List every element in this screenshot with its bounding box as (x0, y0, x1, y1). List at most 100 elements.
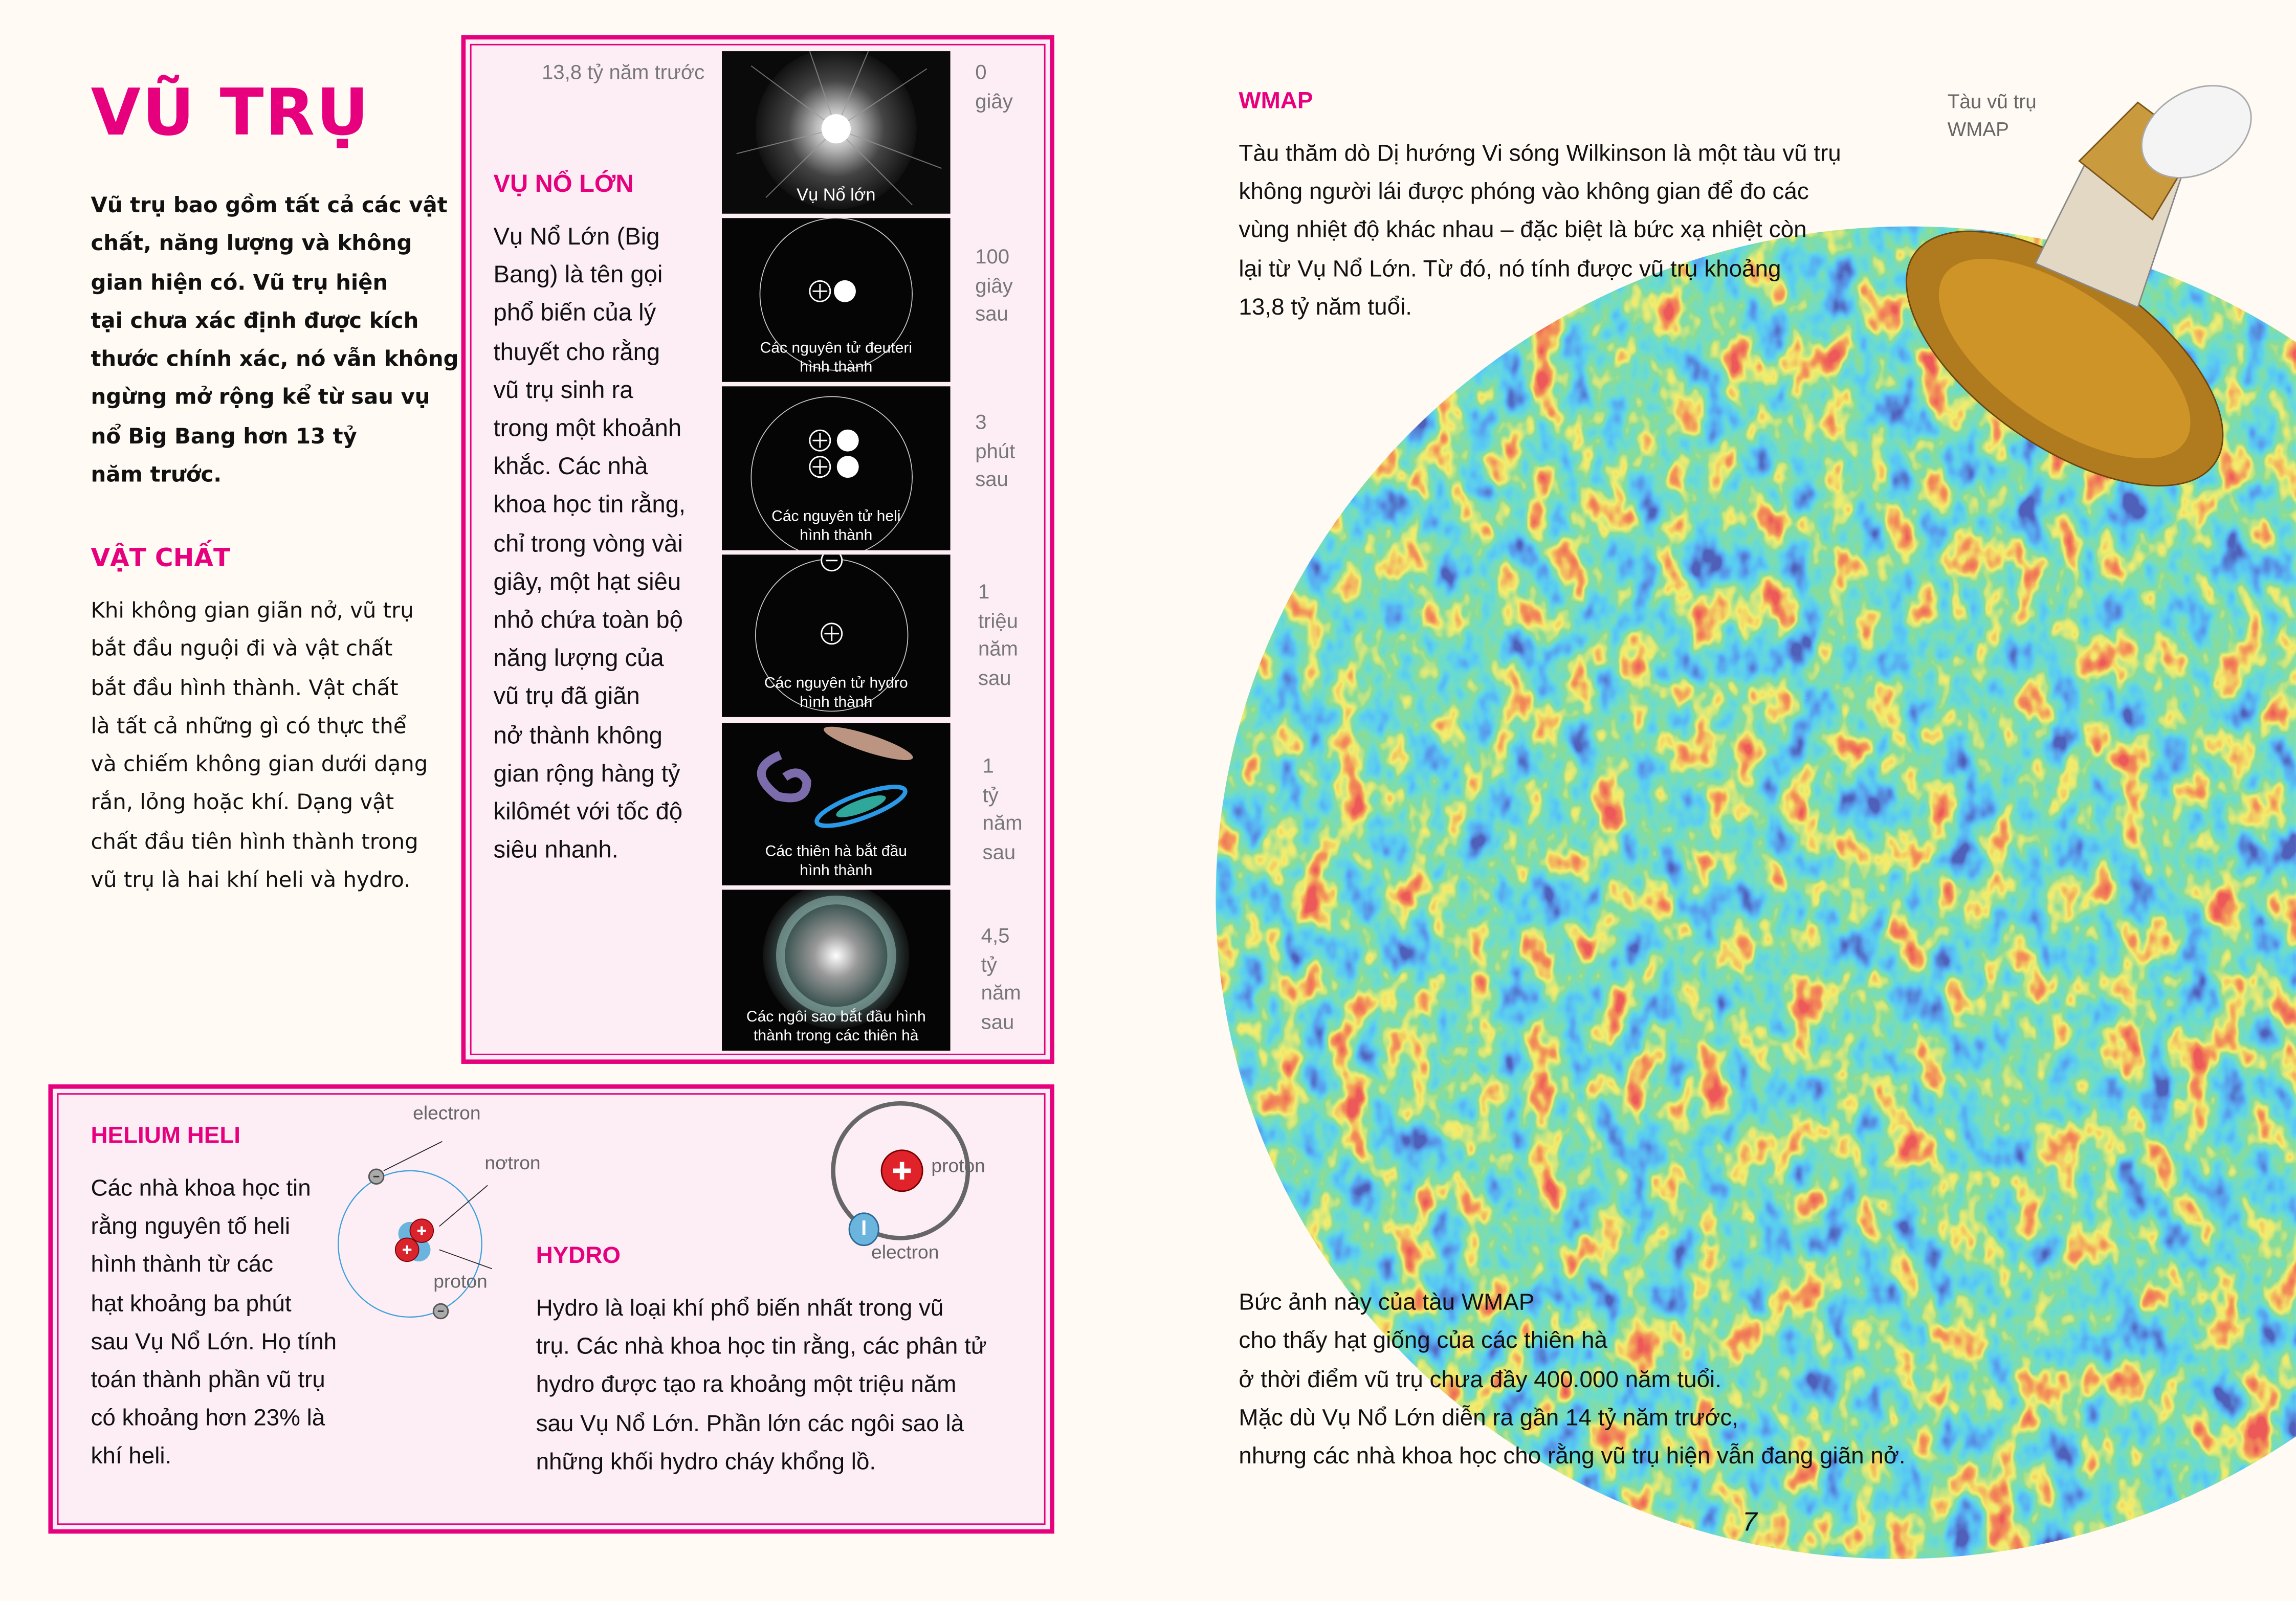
stage-panel-galaxies: Các thiên hà bắt đầu hình thành (722, 723, 951, 885)
time-label: 100 giây sau (975, 243, 1013, 328)
text-line: thước chính xác, nó vẫn không (91, 347, 459, 372)
time-label: 1 tỷ năm sau (983, 752, 1023, 866)
time-ago-label: 13,8 tỷ năm trước (542, 60, 705, 84)
helium-atom-diagram (338, 1141, 492, 1320)
text-line: ở thời điểm vũ trụ chưa đầy 400.000 năm … (1239, 1367, 1721, 1393)
text-line: trong một khoảnh (493, 415, 682, 442)
text-line: 0 (975, 60, 987, 84)
text-line: sau (975, 301, 1008, 325)
text-line: hydro được tạo ra khoảng một triệu năm (536, 1373, 957, 1398)
text-line: hình thành từ các (91, 1253, 274, 1278)
helium-paragraph: Các nhà khoa học tin rằng nguyên tố heli h… (91, 1171, 337, 1478)
matter-paragraph: Khi không gian giãn nở, vũ trụ bắt đầu ng… (91, 593, 428, 901)
text-line: rằng nguyên tố heli (91, 1215, 291, 1240)
wmap-paragraph: Tàu thăm dò Dị hướng Vi sóng Wilkinson l… (1239, 136, 1841, 328)
text-line: siêu nhanh. (493, 837, 619, 864)
text-line: Mặc dù Vụ Nổ Lớn diễn ra gần 14 tỷ năm t… (1239, 1406, 1739, 1431)
page-title: VŨ TRỤ (91, 76, 370, 151)
text-line: Vũ trụ bao gồm tất cả các vật (91, 193, 448, 218)
intro-paragraph: Vũ trụ bao gồm tất cả các vật chất, năng … (91, 187, 459, 495)
text-line: chất đầu tiên hình thành trong (91, 829, 418, 855)
text-line: giây (975, 88, 1013, 112)
text-line: Các thiên hà bắt đầu (765, 842, 907, 861)
text-line: sau Vụ Nổ Lớn. Phần lớn các ngôi sao là (536, 1411, 964, 1437)
time-label: 1 triệu năm sau (978, 578, 1018, 692)
hydro-electron-label: electron (871, 1241, 939, 1263)
galaxies-icon (757, 726, 913, 828)
hydrogen-atom-icon (755, 554, 909, 712)
text-line: vũ trụ là hai khí heli và hydro. (91, 868, 411, 893)
big-bang-paragraph: Vụ Nổ Lớn (Big Bang) là tên gọi phổ biến c… (494, 218, 686, 870)
text-line: hạt khoảng ba phút (91, 1292, 292, 1317)
text-line: gian rộng hàng tỷ (493, 761, 680, 787)
text-line: chất, năng lượng và không (91, 231, 412, 257)
text-line: tỷ (982, 782, 999, 806)
text-line: phút (975, 438, 1015, 462)
text-line: Khi không gian giãn nở, vũ trụ (91, 598, 414, 624)
text-line: 100 (975, 244, 1010, 268)
text-line: cho thấy hạt giống của các thiên hà (1239, 1329, 1607, 1354)
text-line: 4,5 (981, 923, 1010, 947)
text-line: Bức ảnh này của tàu WMAP (1239, 1291, 1535, 1316)
text-line: không người lái được phóng vào không gia… (1239, 180, 1809, 206)
text-line: sau (982, 839, 1016, 863)
text-line: Bang) là tên gọi (493, 262, 663, 289)
time-label: 3 phút sau (975, 408, 1015, 494)
text-line: giây (975, 273, 1013, 297)
text-line: vũ trụ đã giãn (493, 684, 640, 710)
text-line: phổ biến của lý (493, 300, 656, 327)
text-line: chỉ trong vòng vài (493, 530, 683, 557)
text-line: sau (978, 665, 1011, 689)
wmap-satellite-icon (1906, 85, 2252, 487)
stage-caption: Các nguyên tử heli hình thành (722, 508, 951, 546)
text-line: sau (981, 1009, 1014, 1033)
text-line: năm (982, 810, 1023, 834)
text-line: vùng nhiệt độ khác nhau – đặc biệt là bứ… (1239, 218, 1807, 244)
text-line: Tàu thăm dò Dị hướng Vi sóng Wilkinson l… (1239, 142, 1841, 167)
text-line: nhỏ chứa toàn bộ (493, 607, 683, 634)
wmap-heading: WMAP (1239, 89, 1313, 115)
text-line: trụ. Các nhà khoa học tin rằng, các phân… (536, 1335, 987, 1360)
matter-heading: VẬT CHẤT (91, 544, 231, 574)
text-line: gian hiện có. Vũ trụ hiện (91, 270, 388, 295)
text-line: vũ trụ sinh ra (493, 377, 633, 404)
hydrogen-atom-diagram (831, 1101, 970, 1247)
stage-caption: Các ngôi sao bắt đầu hình thành trong các… (722, 1008, 951, 1046)
text-line: hình thành (800, 694, 873, 711)
helium-heading: HELIUM HELI (91, 1124, 241, 1149)
text-line: Vụ Nổ Lớn (Big (493, 224, 660, 251)
stage-caption: Vụ Nổ lớn (722, 184, 951, 205)
text-line: Tàu vũ trụ (1947, 91, 2037, 113)
text-line: năng lượng của (493, 646, 664, 672)
text-line: nở thành không (493, 722, 663, 749)
text-line: những khối hydro cháy khổng lồ. (536, 1450, 876, 1475)
text-line: ngừng mở rộng kể từ sau vụ (91, 385, 430, 411)
text-line: năm (978, 636, 1018, 660)
text-line: kilômét với tốc độ (493, 799, 683, 826)
text-line: khí heli. (91, 1445, 172, 1470)
text-line: 3 (975, 410, 987, 433)
text-line: Các nguyên tử heli (771, 507, 901, 526)
deuterium-atom-icon (759, 218, 913, 371)
text-line: là tất cả những gì có thực thể (91, 714, 407, 739)
text-line: thuyết cho rằng (493, 339, 660, 366)
text-line: tỷ (981, 952, 997, 975)
text-line: 1 (982, 753, 994, 777)
text-line: khắc. Các nhà (493, 454, 648, 481)
text-line: bắt đầu hình thành. Vật chất (91, 675, 399, 701)
text-line: bắt đầu nguội đi và vật chất (91, 637, 393, 662)
text-line: Các nguyên tử đeuteri (760, 339, 913, 358)
text-line: năm trước. (91, 462, 222, 487)
text-line: nổ Big Bang hơn 13 tỷ (91, 424, 357, 449)
text-line: Vụ Nổ lớn (797, 184, 876, 205)
stage-panel-helium: Các nguyên tử heli hình thành (722, 386, 951, 550)
hydro-paragraph: Hydro là loại khí phổ biến nhất trong vũ… (536, 1291, 987, 1482)
stage-caption: Các thiên hà bắt đầu hình thành (722, 843, 951, 881)
page-number: 7 (1742, 1507, 1757, 1537)
cmb-caption: Bức ảnh này của tàu WMAP cho thấy hạt giố… (1239, 1285, 1905, 1477)
text-line: nhưng các nhà khoa học cho rằng vũ trụ h… (1239, 1444, 1906, 1470)
text-line: Các nhà khoa học tin (91, 1176, 311, 1202)
text-line: hình thành (800, 526, 873, 545)
